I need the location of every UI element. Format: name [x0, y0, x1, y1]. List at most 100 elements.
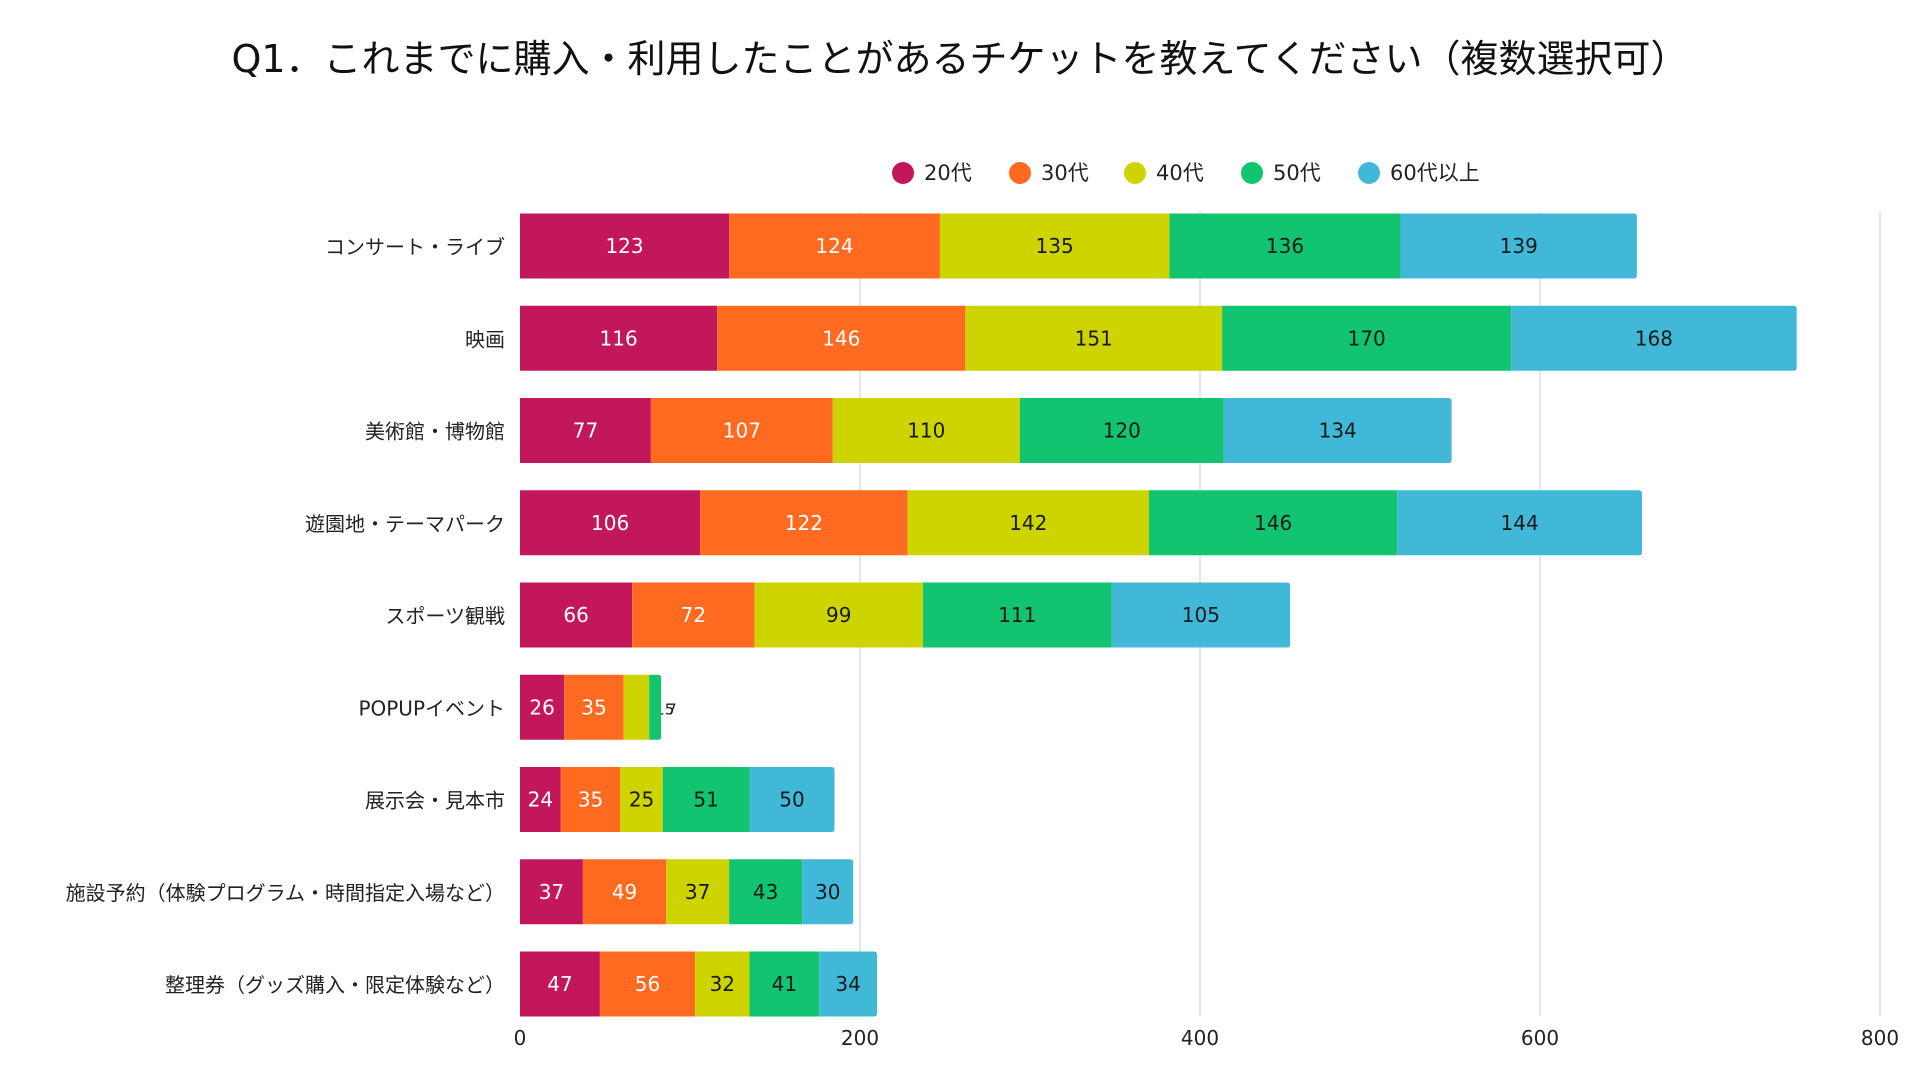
x-tick-label: 200 [841, 1026, 879, 1050]
bar-segment [695, 951, 750, 1017]
data-label: 116 [600, 326, 638, 350]
data-label: 168 [1635, 326, 1673, 350]
category-label: 展示会・見本市 [365, 789, 505, 813]
bar-segment [560, 767, 621, 832]
data-label: 41 [772, 972, 797, 996]
bar-segment [729, 213, 940, 279]
bar-segment [520, 305, 718, 371]
data-label: 120 [1103, 419, 1141, 443]
data-label: 50 [779, 788, 804, 812]
bar-segment [666, 859, 730, 925]
bar-segment [749, 951, 820, 1017]
category-label: 整理券（グッズ購入・限定体験など） [165, 973, 505, 997]
category-label: POPUPイベント [358, 696, 505, 720]
data-label: 51 [693, 788, 718, 812]
data-label: 72 [681, 603, 706, 627]
x-axis: 0 200 400 600 800 [514, 1026, 1899, 1050]
bar-segment [729, 859, 803, 925]
bar-segment [907, 490, 1149, 556]
bar-segment [520, 398, 651, 463]
bar-segment [650, 398, 833, 463]
data-label: 56 [635, 972, 660, 996]
data-label: 105 [1182, 603, 1220, 627]
data-label: 49 [612, 880, 637, 904]
category-label: 遊園地・テーマパーク [305, 512, 505, 536]
category-label: スポーツ観戦 [385, 604, 505, 628]
data-label: 142 [1009, 511, 1047, 535]
data-label: 151 [1075, 326, 1113, 350]
bar-segment [520, 213, 730, 279]
legend-label: 30代 [1041, 161, 1089, 185]
chart-title: Q1．これまでに購入・利用したことがあるチケットを教えてください（複数選択可） [231, 37, 1688, 81]
bar-segment [1169, 213, 1401, 279]
data-label: 134 [1319, 419, 1357, 443]
x-tick-label: 0 [514, 1026, 527, 1050]
data-label: 37 [539, 880, 564, 904]
bar-segment [802, 859, 854, 925]
x-tick-label: 800 [1861, 1026, 1899, 1050]
bar-segment [520, 490, 701, 556]
data-label: 110 [907, 419, 945, 443]
data-label: 37 [685, 880, 710, 904]
bar-segment [520, 951, 600, 1017]
bar-segment [599, 951, 696, 1017]
data-label: 111 [998, 603, 1036, 627]
bar-segment [520, 582, 633, 648]
data-label: 139 [1500, 234, 1538, 258]
bar-segment [819, 951, 877, 1017]
data-label: 146 [822, 326, 860, 350]
data-label: 24 [528, 788, 553, 812]
legend-label: 50代 [1273, 161, 1321, 185]
data-label: 32 [710, 972, 735, 996]
bars: 123 124 135 136 139 116 146 151 170 168 77 107 110 12… [520, 213, 1797, 1017]
legend-swatch [1358, 162, 1380, 184]
data-label: 106 [591, 511, 629, 535]
bar-segment [965, 305, 1223, 371]
bar-segment [1223, 398, 1452, 463]
data-label: 26 [529, 695, 554, 719]
x-tick-label: 600 [1521, 1026, 1559, 1050]
data-label: 135 [1036, 234, 1074, 258]
x-tick-label: 400 [1181, 1026, 1219, 1050]
category-label: 映画 [465, 327, 505, 351]
data-label: 77 [573, 419, 598, 443]
bar-segment [832, 398, 1020, 463]
legend: 20代 30代 40代 50代 60代以上 [892, 161, 1480, 185]
bar-segment [520, 859, 583, 925]
data-label: 66 [563, 603, 588, 627]
legend-swatch [1124, 162, 1146, 184]
bar-segment [1111, 582, 1291, 648]
data-label: 146 [1254, 511, 1292, 535]
bar-segment [582, 859, 667, 925]
bar-segment [1019, 398, 1224, 463]
legend-swatch [892, 162, 914, 184]
bar-segment [520, 674, 565, 740]
data-label: 122 [785, 511, 823, 535]
legend-label: 20代 [924, 161, 972, 185]
legend-label: 60代以上 [1390, 161, 1480, 185]
category-label: コンサート・ライブ [325, 235, 505, 259]
data-label: 34 [835, 972, 860, 996]
bar-segment [717, 305, 966, 371]
data-label: 7 [667, 700, 677, 718]
data-label: 30 [815, 880, 840, 904]
data-label: 124 [815, 234, 853, 258]
data-label: 136 [1266, 234, 1304, 258]
data-label: 35 [578, 788, 603, 812]
bar-segment [564, 674, 624, 740]
bar-segment [632, 582, 755, 648]
bar-segment [939, 213, 1170, 279]
bar-segment [1149, 490, 1398, 556]
data-label: 123 [605, 234, 643, 258]
legend-swatch [1009, 162, 1031, 184]
bar-segment [922, 582, 1112, 648]
bar-segment [662, 767, 750, 832]
bar-segment [1511, 305, 1797, 371]
bar-segment [754, 582, 923, 648]
data-label: 170 [1348, 326, 1386, 350]
data-label: 25 [629, 788, 654, 812]
bar-segment [623, 674, 650, 740]
